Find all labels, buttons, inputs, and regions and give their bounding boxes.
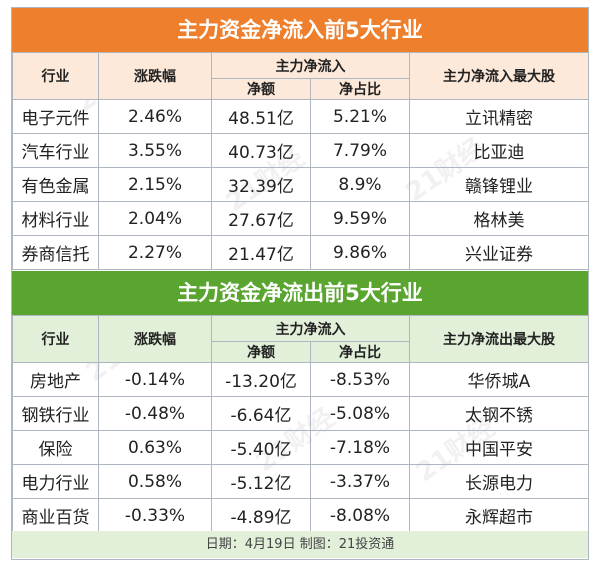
cell-change: 2.04% [98,201,212,236]
cell-industry: 商业百货 [12,498,99,533]
cell-amount: -5.12亿 [211,464,311,499]
header-change: 涨跌幅 [98,52,212,100]
table-row: 有色金属 2.15% 32.39亿 8.9% 赣锋锂业 [12,167,589,202]
table-row: 材料行业 2.04% 27.67亿 9.59% 格林美 [12,201,589,236]
cell-change: 0.58% [98,464,212,499]
cell-amount: 48.51亿 [211,99,311,134]
cell-industry: 电子元件 [12,99,99,134]
outflow-subheader-row: 净额 净占比 [13,341,589,363]
cell-change: 2.46% [98,99,212,134]
table-row: 汽车行业 3.55% 40.73亿 7.79% 比亚迪 [12,133,589,168]
outflow-title: 主力资金净流出前5大行业 [12,271,588,315]
cell-stock: 中国平安 [409,430,589,465]
header-net-amount: 净额 [211,78,311,100]
table-row: 房地产 -0.14% -13.20亿 -8.53% 华侨城A [12,362,589,397]
cell-stock: 格林美 [409,201,589,236]
cell-ratio: -3.37% [310,464,410,499]
cell-stock: 永辉超市 [409,498,589,533]
header-net-flow: 主力净流入 [211,52,410,79]
cell-change: -0.33% [98,498,212,533]
cell-change: -0.48% [98,396,212,431]
cell-ratio: 7.79% [310,133,410,168]
outflow-header-row: 行业 涨跌幅 主力净流入 主力净流出最大股 [12,315,589,363]
header-net-amount: 净额 [211,341,311,363]
header-net-flow: 主力净流入 [211,315,410,342]
header-top-stock: 主力净流入最大股 [409,52,589,100]
cell-change: 3.55% [98,133,212,168]
cell-change: 0.63% [98,430,212,465]
cell-amount: 27.67亿 [211,201,311,236]
cell-industry: 钢铁行业 [12,396,99,431]
cell-industry: 电力行业 [12,464,99,499]
cell-amount: 32.39亿 [211,167,311,202]
table-row: 保险 0.63% -5.40亿 -7.18% 中国平安 [12,430,589,465]
cell-amount: -13.20亿 [211,362,311,397]
cell-ratio: -5.08% [310,396,410,431]
cell-ratio: -8.53% [310,362,410,397]
table-row: 商业百货 -0.33% -4.89亿 -8.08% 永辉超市 [12,498,589,533]
table-row: 电子元件 2.46% 48.51亿 5.21% 立讯精密 [12,99,589,134]
cell-ratio: 5.21% [310,99,410,134]
cell-stock: 太钢不锈 [409,396,589,431]
table-row: 电力行业 0.58% -5.12亿 -3.37% 长源电力 [12,464,589,499]
header-industry: 行业 [12,52,99,100]
header-industry: 行业 [12,315,99,363]
cell-stock: 长源电力 [409,464,589,499]
inflow-table: 行业 涨跌幅 主力净流入 主力净流入最大股 净额 净占比 电子元件 2.46% … [12,52,589,270]
inflow-title: 主力资金净流入前5大行业 [12,8,588,52]
cell-ratio: 8.9% [310,167,410,202]
cell-ratio: -7.18% [310,430,410,465]
inflow-header-row: 行业 涨跌幅 主力净流入 主力净流入最大股 [12,52,589,100]
cell-industry: 材料行业 [12,201,99,236]
cell-ratio: 9.86% [310,235,410,270]
header-net-ratio: 净占比 [310,341,410,363]
cell-industry: 房地产 [12,362,99,397]
table-row: 券商信托 2.27% 21.47亿 9.86% 兴业证券 [12,235,589,270]
cell-change: -0.14% [98,362,212,397]
cell-ratio: -8.08% [310,498,410,533]
cell-amount: -4.89亿 [211,498,311,533]
cell-industry: 保险 [12,430,99,465]
header-top-stock: 主力净流出最大股 [409,315,589,363]
cell-amount: 21.47亿 [211,235,311,270]
cell-change: 2.15% [98,167,212,202]
cell-amount: -6.64亿 [211,396,311,431]
cell-change: 2.27% [98,235,212,270]
cell-stock: 立讯精密 [409,99,589,134]
outflow-table: 行业 涨跌幅 主力净流入 主力净流出最大股 净额 净占比 房地产 -0.14% … [12,315,589,533]
footer-note: 日期：4月19日 制图：21投资通 [12,531,588,558]
cell-stock: 比亚迪 [409,133,589,168]
cell-stock: 赣锋锂业 [409,167,589,202]
cell-amount: -5.40亿 [211,430,311,465]
cell-industry: 券商信托 [12,235,99,270]
cell-stock: 华侨城A [409,362,589,397]
cell-ratio: 9.59% [310,201,410,236]
inflow-subheader-row: 净额 净占比 [13,78,589,100]
table-row: 钢铁行业 -0.48% -6.64亿 -5.08% 太钢不锈 [12,396,589,431]
cell-stock: 兴业证券 [409,235,589,270]
cell-industry: 汽车行业 [12,133,99,168]
cell-industry: 有色金属 [12,167,99,202]
header-net-ratio: 净占比 [310,78,410,100]
cell-amount: 40.73亿 [211,133,311,168]
header-change: 涨跌幅 [98,315,212,363]
